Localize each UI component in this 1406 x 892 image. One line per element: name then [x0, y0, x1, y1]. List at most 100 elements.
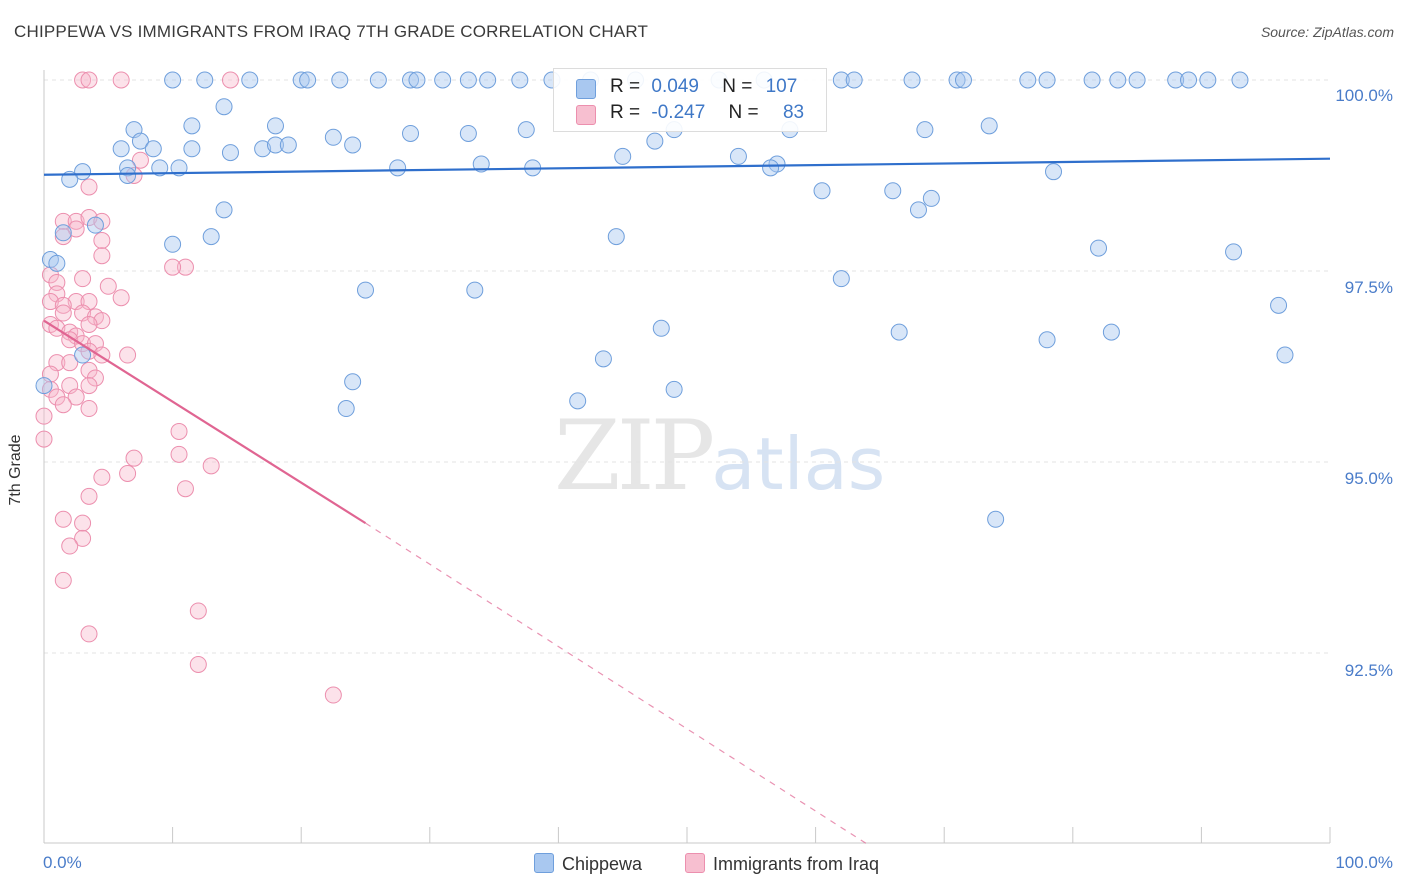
iraq-point	[125, 449, 143, 467]
chippewa-point	[434, 71, 452, 89]
chippewa-point	[987, 510, 1005, 528]
chippewa-point	[112, 140, 130, 158]
watermark-zip: ZIP	[554, 400, 715, 512]
chippewa-point	[845, 71, 863, 89]
chippewa-point	[266, 136, 284, 154]
stats-text-iraq: R = -0.247 N = 83	[610, 102, 804, 124]
chippewa-point	[1270, 296, 1288, 314]
chippewa-point	[954, 71, 972, 89]
iraq-point	[176, 480, 194, 498]
iraq-point	[170, 445, 188, 463]
chippewa-point	[472, 155, 490, 173]
chippewa-point	[762, 159, 780, 177]
legend-item-chippewa: Chippewa	[534, 853, 642, 875]
stats-n-label: N =	[722, 76, 753, 97]
chippewa-point	[344, 373, 362, 391]
iraq-point	[93, 312, 111, 330]
chippewa-point	[35, 377, 53, 395]
iraq-point	[61, 537, 79, 555]
chippewa-point	[402, 124, 420, 142]
chippewa-point	[459, 124, 477, 142]
iraq-point	[74, 514, 92, 532]
iraq-point	[80, 487, 98, 505]
chippewa-point	[344, 136, 362, 154]
chippewa-point	[1128, 71, 1146, 89]
chippewa-point	[331, 71, 349, 89]
chippewa-point	[74, 346, 92, 364]
iraq-point	[93, 247, 111, 265]
chippewa-point	[408, 71, 426, 89]
chippewa-point	[369, 71, 387, 89]
chippewa-point	[183, 117, 201, 135]
chippewa-point	[215, 98, 233, 116]
chippewa-point	[164, 235, 182, 253]
chippewa-point	[980, 117, 998, 135]
chippewa-point	[1180, 71, 1198, 89]
legend-swatch-chippewa	[534, 853, 554, 873]
chippewa-point	[241, 71, 259, 89]
y-tick-label-100: 100.0%	[1335, 86, 1393, 105]
chippewa-point	[1083, 71, 1101, 89]
chippewa-point	[1231, 71, 1249, 89]
chippewa-point	[884, 182, 902, 200]
chippewa-point	[569, 392, 587, 410]
chippewa-point	[466, 281, 484, 299]
chippewa-point	[48, 254, 66, 272]
iraq-point	[324, 686, 342, 704]
iraq-point	[80, 377, 98, 395]
chippewa-point	[652, 319, 670, 337]
chippewa-point	[1045, 163, 1063, 181]
chippewa-point	[1199, 71, 1217, 89]
iraq-point	[41, 293, 59, 311]
y-tick-label-95: 95.0%	[1344, 469, 1393, 488]
chippewa-point	[832, 71, 850, 89]
iraq-point	[74, 529, 92, 547]
iraq-point	[54, 396, 72, 414]
iraq-point	[202, 457, 220, 475]
chippewa-point	[832, 270, 850, 288]
iraq-point	[74, 71, 92, 89]
iraq-point	[54, 510, 72, 528]
stats-n-value: 107	[765, 76, 798, 97]
chippewa-point	[1090, 239, 1108, 257]
iraq-point	[112, 289, 130, 307]
chippewa-point	[74, 163, 92, 181]
chippewa-point	[729, 147, 747, 165]
iraq-point	[80, 71, 98, 89]
legend-label-chippewa: Chippewa	[562, 854, 643, 874]
chippewa-point	[614, 147, 632, 165]
iraq-point	[54, 304, 72, 322]
iraq-point	[189, 655, 207, 673]
stats-r-label: R =	[610, 102, 641, 123]
y-axis-label: 7th Grade	[7, 434, 24, 506]
chippewa-point	[402, 71, 420, 89]
chippewa-point	[357, 281, 374, 299]
x-tick-label-100: 100.0%	[1335, 853, 1393, 872]
chippewa-point	[1038, 331, 1056, 349]
chippewa-point	[813, 182, 831, 200]
iraq-point	[80, 625, 98, 643]
iraq-point	[189, 602, 207, 620]
iraq-trend-extension	[365, 522, 868, 845]
chart-title: CHIPPEWA VS IMMIGRANTS FROM IRAQ 7TH GRA…	[14, 22, 649, 41]
iraq-point	[164, 258, 182, 276]
chippewa-point	[1102, 323, 1120, 341]
zipatlas-watermark: ZIPatlas	[554, 400, 885, 512]
chippewa-point	[151, 159, 169, 177]
chippewa-point	[266, 117, 284, 135]
iraq-point	[176, 258, 194, 276]
chippewa-point	[903, 71, 921, 89]
chippewa-point	[665, 380, 683, 398]
iraq-point	[80, 400, 98, 418]
iraq-trend-line	[43, 319, 367, 525]
chippewa-point	[459, 71, 477, 89]
chippewa-point	[1276, 346, 1294, 364]
y-tick-label-92-5: 92.5%	[1344, 661, 1393, 680]
iraq-point	[80, 178, 98, 196]
chippewa-point	[164, 71, 182, 89]
legend-label-iraq: Immigrants from Iraq	[713, 854, 880, 874]
chippewa-point	[183, 140, 201, 158]
chippewa-point	[1109, 71, 1127, 89]
x-tick-label-0: 0.0%	[43, 853, 82, 872]
chippewa-point	[517, 121, 535, 139]
